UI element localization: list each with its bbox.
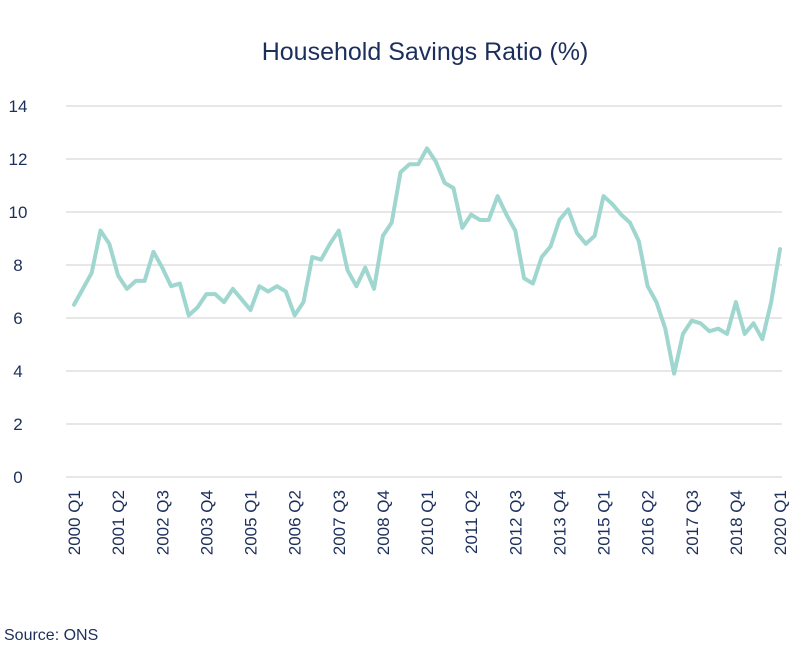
x-tick-label: 2011 Q2 (462, 490, 481, 554)
x-tick-label: 2018 Q4 (727, 490, 746, 555)
x-tick-label: 2016 Q2 (639, 490, 658, 555)
y-tick-label: 8 (13, 256, 22, 275)
series-line (72, 146, 782, 376)
x-tick-label: 2010 Q1 (418, 490, 437, 555)
x-tick-label: 2013 Q4 (550, 490, 569, 555)
x-tick-label: 2008 Q4 (374, 490, 393, 555)
x-tick-label: 2012 Q3 (506, 490, 525, 555)
x-tick-label: 2017 Q3 (683, 490, 702, 555)
source-note: Source: ONS (4, 627, 98, 644)
y-tick-label: 14 (9, 97, 28, 116)
chart-title: Household Savings Ratio (%) (262, 38, 589, 66)
x-tick-label: 2002 Q3 (153, 490, 172, 555)
y-tick-label: 12 (9, 150, 28, 169)
x-tick-label: 2015 Q1 (595, 490, 614, 555)
x-tick-label: 2005 Q1 (242, 490, 261, 555)
x-axis-ticks: 2000 Q1 2001 Q2 2002 Q3 2003 Q4 2005 Q1 2006 … (65, 490, 790, 555)
y-tick-label: 2 (13, 415, 22, 434)
x-tick-label: 2000 Q1 (65, 490, 84, 555)
x-tick-label: 2001 Q2 (109, 490, 128, 555)
y-axis-ticks: 0 2 4 6 8 10 12 14 (9, 97, 28, 487)
y-tick-label: 0 (13, 468, 22, 487)
x-tick-label: 2007 Q3 (330, 490, 349, 555)
x-tick-label: 2006 Q2 (286, 490, 305, 555)
x-tick-label: 2003 Q4 (197, 490, 216, 555)
y-tick-label: 10 (9, 203, 28, 222)
y-tick-label: 4 (13, 362, 22, 381)
y-tick-label: 6 (13, 309, 22, 328)
series-layer (72, 146, 782, 376)
gridlines (66, 105, 782, 478)
x-tick-label: 2020 Q1 (771, 490, 790, 555)
